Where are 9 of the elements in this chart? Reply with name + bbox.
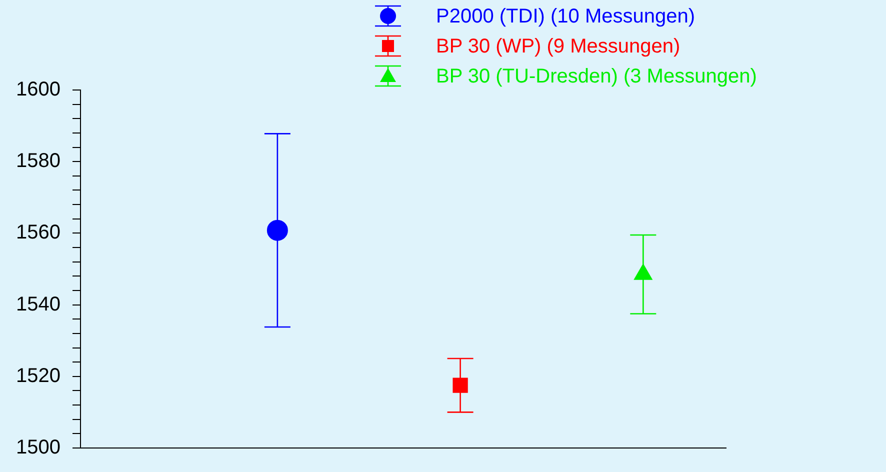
y-tick-label: 1580 — [16, 150, 60, 172]
legend-label: BP 30 (WP) (9 Messungen) — [436, 36, 680, 58]
legend-label: BP 30 (TU-Dresden) (3 Messungen) — [436, 66, 757, 88]
y-tick-label: 1500 — [16, 436, 60, 459]
y-tick-label: 1520 — [16, 364, 60, 387]
legend-label: P2000 (TDI) (10 Messungen) — [436, 6, 696, 28]
y-tick-label: 1560 — [16, 222, 60, 244]
y-tick-label: 1600 — [16, 78, 60, 101]
y-tick-label: 1540 — [16, 293, 60, 316]
